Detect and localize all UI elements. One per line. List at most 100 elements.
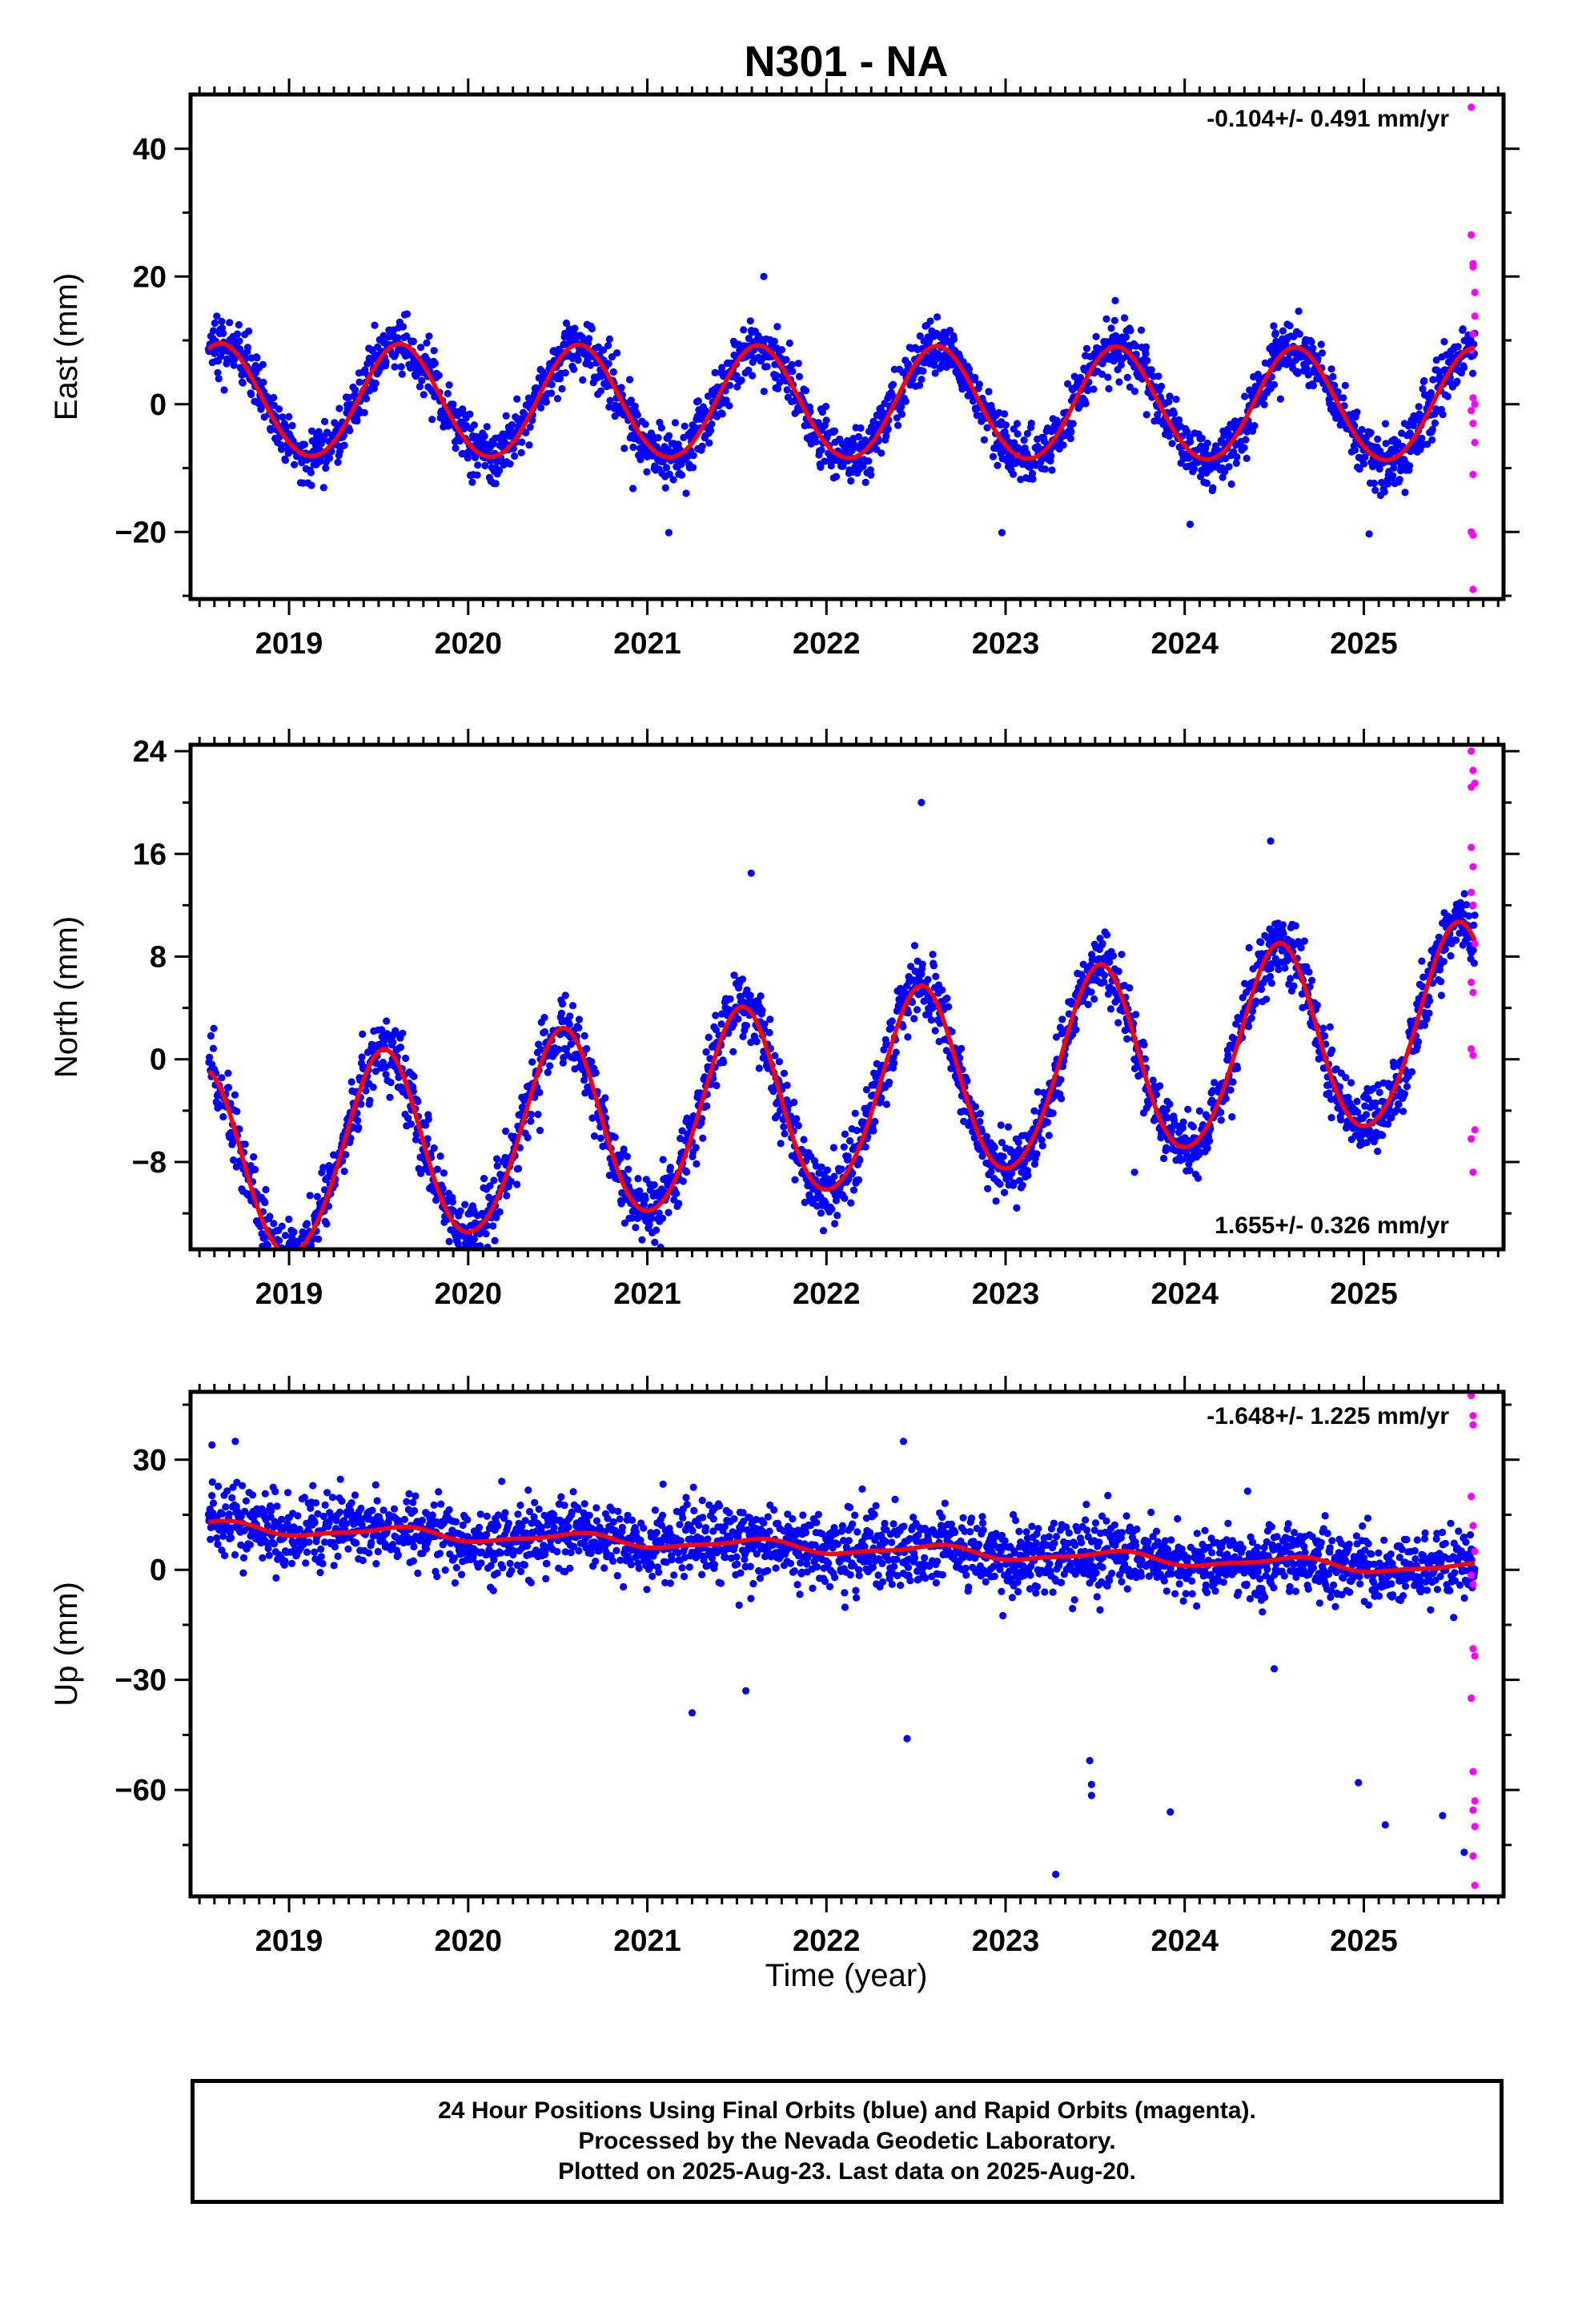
final-orbit-point bbox=[1166, 1100, 1174, 1108]
final-orbit-point bbox=[746, 317, 754, 325]
final-orbit-point bbox=[910, 942, 919, 950]
final-orbit-point bbox=[367, 358, 375, 366]
final-orbit-point bbox=[1354, 1108, 1362, 1116]
final-orbit-point bbox=[763, 363, 771, 371]
final-orbit-point bbox=[548, 389, 556, 397]
chart-title: N301 - NA bbox=[744, 38, 948, 86]
final-orbit-point bbox=[1418, 957, 1426, 965]
final-orbit-point bbox=[609, 368, 617, 376]
final-orbit-point bbox=[659, 1156, 667, 1164]
final-orbit-point bbox=[623, 1152, 632, 1160]
final-orbit-point bbox=[819, 1227, 828, 1235]
final-orbit-point bbox=[346, 427, 354, 435]
final-orbit-point bbox=[926, 317, 934, 325]
final-orbit-point bbox=[1375, 465, 1383, 473]
final-orbit-point bbox=[1034, 1088, 1042, 1096]
final-orbit-point bbox=[1395, 476, 1403, 484]
final-orbit-point bbox=[1233, 453, 1241, 461]
final-orbit-point bbox=[281, 456, 290, 464]
final-orbit-point bbox=[734, 1015, 742, 1023]
final-orbit-point bbox=[1284, 955, 1292, 963]
final-orbit-point bbox=[270, 1220, 278, 1228]
final-orbit-point bbox=[1179, 1118, 1187, 1126]
final-orbit-point bbox=[1270, 380, 1279, 388]
final-orbit-point bbox=[1313, 1001, 1321, 1009]
final-orbit-point bbox=[855, 432, 863, 441]
final-orbit-point bbox=[654, 434, 662, 442]
final-orbit-point bbox=[1453, 377, 1461, 385]
final-orbit-point bbox=[218, 317, 226, 325]
final-orbit-point bbox=[1247, 1014, 1255, 1022]
final-orbit-point bbox=[869, 417, 877, 425]
final-orbit-point bbox=[503, 1192, 511, 1200]
final-orbit-point bbox=[493, 1162, 501, 1170]
final-orbit-point bbox=[1058, 1015, 1066, 1023]
final-orbit-point bbox=[1008, 1169, 1016, 1177]
final-orbit-point bbox=[275, 1236, 283, 1244]
final-orbit-point bbox=[1059, 441, 1067, 449]
final-orbit-point bbox=[606, 396, 614, 404]
final-orbit-point bbox=[1327, 1114, 1335, 1122]
final-orbit-point bbox=[917, 376, 926, 384]
final-orbit-point bbox=[399, 1029, 407, 1037]
final-orbit-point bbox=[360, 408, 368, 416]
final-orbit-point bbox=[823, 1166, 831, 1174]
final-orbit-point bbox=[613, 349, 621, 357]
final-orbit-point bbox=[1013, 420, 1022, 428]
final-orbit-point bbox=[758, 1007, 766, 1015]
final-orbit-point bbox=[358, 1053, 366, 1061]
final-orbit-point bbox=[1415, 1038, 1423, 1046]
final-orbit-outlier bbox=[629, 485, 637, 493]
y-tick-label: 40 bbox=[133, 133, 167, 167]
final-orbit-point bbox=[882, 432, 890, 440]
final-orbit-point bbox=[456, 1207, 464, 1215]
final-orbit-point bbox=[984, 1184, 992, 1192]
final-orbit-point bbox=[433, 1165, 442, 1173]
final-orbit-point bbox=[894, 421, 902, 429]
final-orbit-point bbox=[355, 1124, 363, 1132]
final-orbit-point bbox=[1102, 315, 1110, 323]
final-orbit-point bbox=[1156, 1082, 1164, 1090]
final-orbit-point bbox=[480, 432, 488, 440]
rapid-orbit-point bbox=[1471, 288, 1479, 296]
final-orbit-point bbox=[853, 1127, 861, 1135]
final-orbit-point bbox=[1267, 972, 1275, 981]
final-orbit-point bbox=[918, 960, 926, 968]
final-orbit-point bbox=[930, 962, 938, 970]
final-orbit-point bbox=[306, 1192, 314, 1200]
final-orbit-point bbox=[998, 1139, 1006, 1147]
final-orbit-point bbox=[1399, 1108, 1407, 1116]
rapid-orbit-point bbox=[1469, 420, 1477, 428]
final-orbit-point bbox=[1126, 327, 1134, 335]
final-orbit-point bbox=[1154, 372, 1162, 380]
y-tick-label: −20 bbox=[115, 516, 167, 549]
rapid-orbit-point bbox=[1471, 439, 1479, 447]
final-orbit-point bbox=[1384, 480, 1392, 488]
final-orbit-point bbox=[313, 1192, 321, 1200]
final-orbit-point bbox=[618, 1188, 626, 1197]
final-orbit-point bbox=[904, 1033, 912, 1041]
final-orbit-point bbox=[1347, 1079, 1355, 1087]
rapid-orbit-point bbox=[1468, 231, 1476, 239]
final-orbit-point bbox=[536, 1088, 544, 1096]
final-orbit-point bbox=[596, 1134, 605, 1142]
final-orbit-point bbox=[473, 471, 481, 479]
final-orbit-point bbox=[394, 334, 402, 342]
final-orbit-point bbox=[620, 1145, 628, 1153]
final-orbit-point bbox=[892, 1048, 900, 1056]
final-orbit-point bbox=[386, 1093, 394, 1101]
final-orbit-point bbox=[470, 421, 479, 429]
final-orbit-point bbox=[1381, 420, 1390, 428]
final-orbit-point bbox=[1395, 1100, 1403, 1108]
final-orbit-point bbox=[1408, 1068, 1416, 1076]
final-orbit-point bbox=[1309, 381, 1318, 390]
final-orbit-point bbox=[307, 481, 315, 489]
final-orbit-point bbox=[1337, 1116, 1345, 1124]
final-orbit-point bbox=[540, 1014, 548, 1022]
final-orbit-point bbox=[435, 372, 443, 380]
final-orbit-point bbox=[652, 1226, 661, 1234]
final-orbit-point bbox=[698, 1115, 706, 1123]
final-orbit-point bbox=[588, 1114, 596, 1122]
final-orbit-point bbox=[1385, 1105, 1393, 1114]
final-orbit-point bbox=[692, 1144, 700, 1152]
